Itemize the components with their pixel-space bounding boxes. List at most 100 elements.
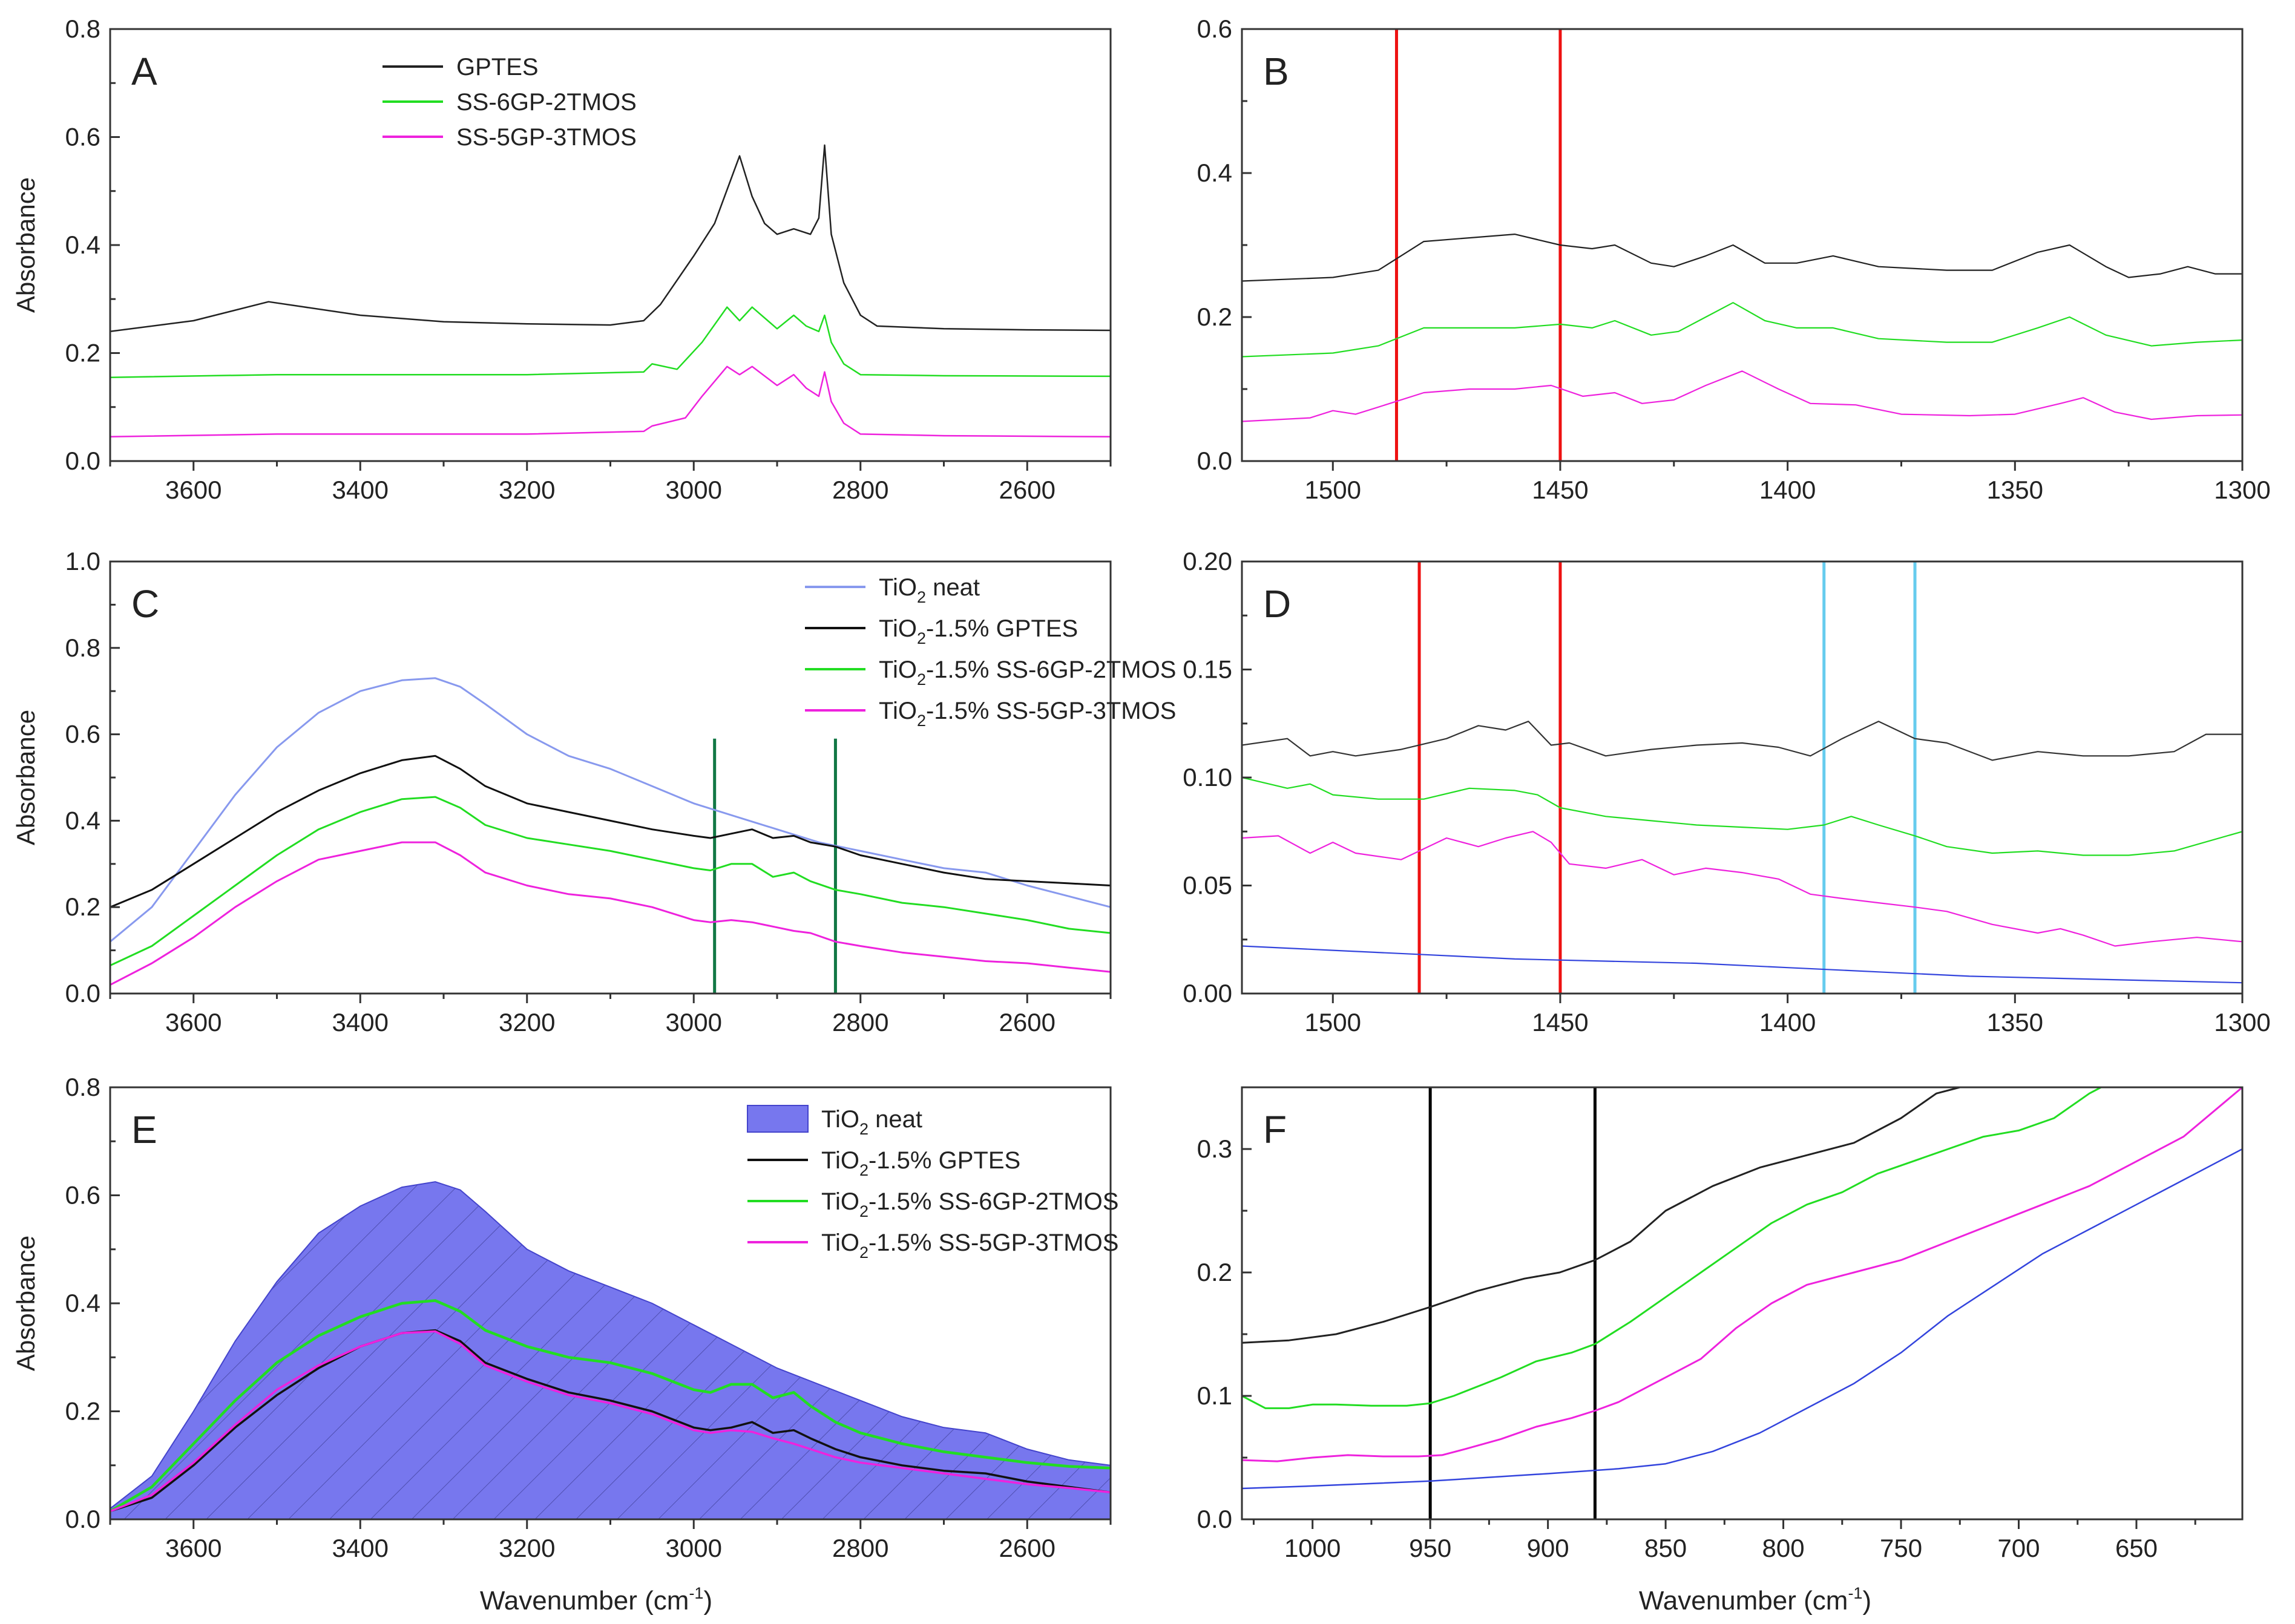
y-tick-label: 0.6	[1197, 15, 1232, 43]
x-axis-label-right: Wavenumber (cm-1)	[1639, 1584, 1871, 1616]
x-tick-label: 3000	[666, 476, 722, 504]
x-tick-label: 1450	[1532, 1008, 1588, 1036]
series-line-ss-5gp-3tmos	[1242, 370, 2242, 422]
y-tick-label: 0.6	[65, 720, 100, 748]
x-tick-label: 750	[1880, 1534, 1922, 1562]
panel-label: D	[1263, 582, 1291, 626]
x-tick-label: 800	[1762, 1534, 1805, 1562]
y-tick-label: 0.4	[65, 806, 100, 834]
series-line-ss-5gp-3tmos	[110, 365, 1111, 438]
y-tick-label: 0.0	[1197, 447, 1232, 475]
x-tick-label: 3600	[165, 1008, 222, 1036]
legend-entry: TiO2 neat	[821, 1106, 922, 1138]
legend: TiO2 neat TiO2-1.5% GPTES TiO2-1.5% SS-6GP…	[747, 1105, 1118, 1262]
x-tick-label: 3400	[332, 1534, 389, 1562]
y-tick-label: 0.0	[1197, 1505, 1232, 1533]
x-tick-label: 1000	[1284, 1534, 1341, 1562]
y-tick-label: 0.3	[1197, 1135, 1232, 1163]
series-line-ss-5gp-3tmos	[1242, 1087, 2242, 1462]
x-tick-label: 1500	[1305, 476, 1361, 504]
x-tick-label: 1300	[2214, 1008, 2270, 1036]
y-axis-label: Absorbance	[11, 177, 40, 313]
y-tick-label: 0.00	[1183, 979, 1232, 1007]
panel-label: F	[1263, 1108, 1287, 1151]
panel-label: E	[131, 1108, 157, 1151]
legend-entry: GPTES	[456, 54, 539, 80]
y-tick-label: 0.0	[65, 979, 100, 1007]
x-tick-label: 3600	[165, 1534, 222, 1562]
x-tick-label: 1350	[1987, 1008, 2043, 1036]
x-tick-label: 1400	[1759, 476, 1816, 504]
series-line-tio2-neat	[1242, 1148, 2242, 1490]
panel-e: 0.0 0.2 0.4 0.6 0.8 3600 3400 3200 3000 2800 2600 A…	[11, 1073, 1118, 1562]
y-tick-label: 0.4	[1197, 159, 1232, 187]
legend-swatch	[747, 1105, 809, 1133]
x-tick-label: 3200	[499, 1008, 555, 1036]
y-axis-label: Absorbance	[11, 710, 40, 845]
legend-entry: TiO2-1.5% SS-5GP-3TMOS	[821, 1229, 1118, 1262]
series-line-ss-6gp-2tmos	[1242, 302, 2242, 358]
y-tick-label: 0.8	[65, 634, 100, 662]
x-tick-label: 3000	[666, 1534, 722, 1562]
y-tick-label: 0.10	[1183, 763, 1232, 791]
x-tick-label: 900	[1527, 1534, 1569, 1562]
y-tick-label: 0.1	[1197, 1381, 1232, 1410]
series-line-tio-neat	[110, 677, 1111, 943]
x-tick-label: 2600	[999, 1534, 1056, 1562]
panel-a: 0.0 0.2 0.4 0.6 0.8 3600 3400 3200 3000 2800 2600 A…	[11, 15, 1112, 504]
y-tick-label: 0.4	[65, 1289, 100, 1317]
x-tick-label: 1350	[1987, 476, 2043, 504]
panel-f: 0.0 0.1 0.2 0.3 1000 950 900 850 800 750 700 650 F	[1197, 1086, 2244, 1562]
legend-entry: TiO2-1.5% GPTES	[879, 615, 1078, 647]
series-line-ss-6gp-2tmos	[110, 306, 1111, 378]
series-line-gptes	[1242, 721, 2242, 761]
x-axis-label-left: Wavenumber (cm-1)	[480, 1584, 712, 1616]
y-tick-label: 0.6	[65, 1181, 100, 1210]
plot-frame	[1241, 560, 2244, 995]
x-tick-label: 950	[1409, 1534, 1451, 1562]
y-tick-label: 0.6	[65, 123, 100, 151]
x-tick-label: 3600	[165, 476, 222, 504]
x-tick-label: 2800	[832, 1008, 888, 1036]
panel-label: B	[1263, 50, 1289, 93]
legend: GPTES SS-6GP-2TMOS SS-5GP-3TMOS	[382, 54, 637, 151]
y-tick-label: 0.4	[65, 231, 100, 259]
x-tick-label: 1450	[1532, 476, 1588, 504]
y-tick-label: 0.0	[65, 1505, 100, 1533]
y-tick-label: 0.2	[65, 1397, 100, 1426]
series-line-tio-1-5-ss-5gp-3tmos	[110, 841, 1111, 986]
y-tick-label: 0.8	[65, 15, 100, 43]
plot-frame	[1241, 1086, 2244, 1521]
series-line-ss-6gp-2tmos	[1242, 776, 2242, 856]
legend-entry: TiO2-1.5% SS-6GP-2TMOS	[821, 1188, 1118, 1220]
legend-entry: SS-6GP-2TMOS	[456, 89, 637, 116]
y-tick-label: 1.0	[65, 547, 100, 575]
x-tick-label: 2800	[832, 476, 888, 504]
legend-entry: TiO2 neat	[879, 574, 980, 606]
y-tick-label: 0.2	[65, 892, 100, 921]
area-tio2-neat	[110, 1181, 1111, 1519]
y-tick-label: 0.20	[1183, 547, 1232, 575]
x-tick-label: 3400	[332, 476, 389, 504]
x-tick-label: 3200	[499, 1534, 555, 1562]
y-tick-label: 0.8	[65, 1073, 100, 1101]
x-tick-label: 850	[1644, 1534, 1687, 1562]
series-line-tio-1-5-ss-6gp-2tmos	[110, 796, 1111, 966]
legend-entry: TiO2-1.5% GPTES	[821, 1147, 1020, 1179]
panels: 0.0 0.2 0.4 0.6 0.8 3600 3400 3200 3000 2800 2600 A…	[11, 15, 2271, 1562]
series-line-gptes	[110, 144, 1111, 333]
series-line-tio2-neat	[1242, 945, 2242, 984]
x-tick-label: 700	[1997, 1534, 2040, 1562]
panel-d: 0.00 0.05 0.10 0.15 0.20 1500 1450 1400 1350 1300…	[1183, 547, 2270, 1036]
series-line-ss-6gp-2tmos	[1242, 1087, 2102, 1409]
x-tick-label: 2800	[832, 1534, 888, 1562]
y-tick-label: 0.15	[1183, 655, 1232, 684]
series-line-gptes	[1242, 1087, 1960, 1344]
plot-frame	[1241, 28, 2244, 462]
y-axis-label: Absorbance	[11, 1236, 40, 1371]
x-tick-label: 3000	[666, 1008, 722, 1036]
x-tick-label: 1500	[1305, 1008, 1361, 1036]
series-line-tio-1-5-ss-5gp-3tmos	[110, 1330, 1111, 1513]
legend-entry: TiO2-1.5% SS-5GP-3TMOS	[879, 698, 1176, 730]
